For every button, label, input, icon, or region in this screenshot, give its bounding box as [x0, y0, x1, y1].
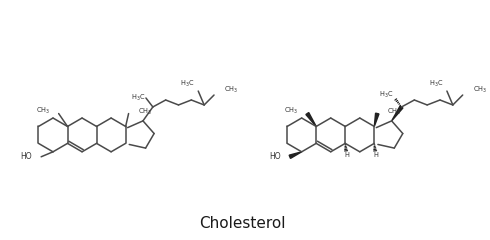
Text: HO: HO — [21, 152, 32, 161]
Text: CH$_3$: CH$_3$ — [35, 105, 50, 116]
Text: CH$_3$: CH$_3$ — [139, 107, 153, 117]
Text: HO: HO — [270, 152, 281, 161]
Text: CH$_3$: CH$_3$ — [224, 85, 238, 95]
Polygon shape — [289, 152, 302, 158]
Polygon shape — [306, 113, 316, 126]
Text: Cholesterol: Cholesterol — [199, 216, 286, 231]
Polygon shape — [374, 113, 379, 126]
Text: CH$_3$: CH$_3$ — [472, 85, 487, 95]
Text: CH$_3$: CH$_3$ — [284, 105, 298, 116]
Text: H$_3$C: H$_3$C — [180, 79, 195, 89]
Text: H: H — [345, 152, 350, 158]
Text: H$_3$C: H$_3$C — [130, 93, 145, 103]
Polygon shape — [392, 106, 403, 121]
Text: H$_3$C: H$_3$C — [379, 90, 393, 100]
Text: H$_3$C: H$_3$C — [429, 79, 443, 89]
Text: CH$_3$: CH$_3$ — [387, 107, 401, 117]
Text: H: H — [374, 152, 379, 158]
